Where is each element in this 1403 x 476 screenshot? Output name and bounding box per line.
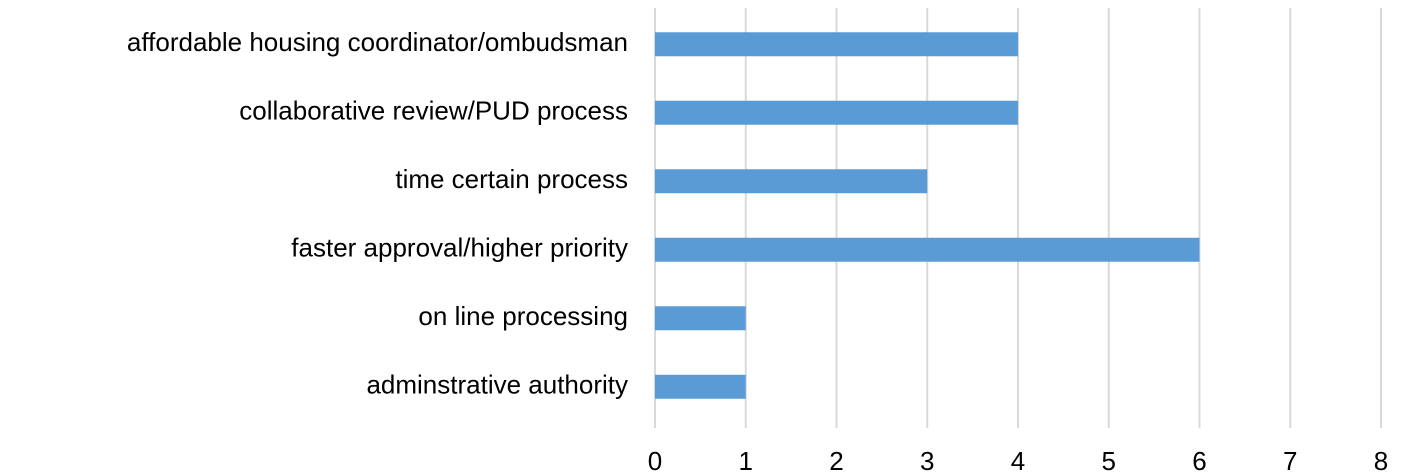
bar	[655, 237, 1200, 262]
bar	[655, 100, 1018, 125]
x-tick-label: 5	[1102, 446, 1116, 476]
y-tick-label: affordable housing coordinator/ombudsman	[127, 27, 628, 57]
bar	[655, 32, 1018, 57]
x-tick-label: 3	[920, 446, 934, 476]
x-tick-label: 4	[1011, 446, 1025, 476]
y-tick-label: faster approval/higher priority	[291, 233, 628, 263]
bar	[655, 306, 746, 331]
x-tick-label: 2	[829, 446, 843, 476]
x-tick-label: 1	[739, 446, 753, 476]
x-tick-label: 6	[1192, 446, 1206, 476]
x-tick-label: 8	[1374, 446, 1388, 476]
y-tick-label: on line processing	[418, 301, 628, 331]
bar	[655, 169, 928, 194]
y-tick-label: time certain process	[395, 164, 628, 194]
bar	[655, 374, 746, 399]
x-tick-label: 7	[1283, 446, 1297, 476]
y-tick-label: collaborative review/PUD process	[239, 96, 628, 126]
x-tick-label: 0	[648, 446, 662, 476]
y-tick-label: adminstrative authority	[366, 370, 628, 400]
